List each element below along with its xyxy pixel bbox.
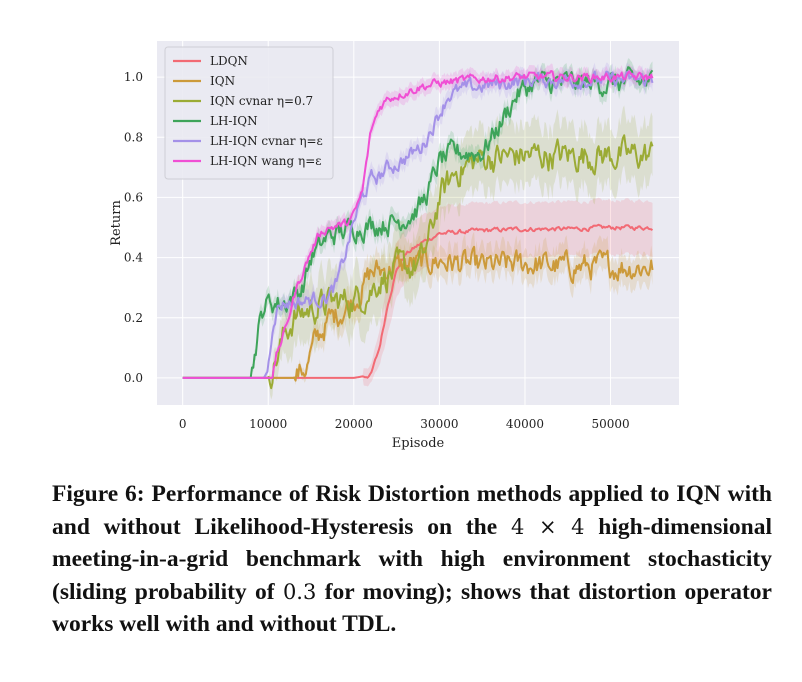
figure-caption: Figure 6: Performance of Risk Distortion… — [52, 478, 772, 641]
x-tick-label: 50000 — [591, 417, 629, 431]
legend-label-1: IQN — [210, 74, 235, 88]
figure-chart: 0 10000 20000 30000 40000 50000 0.0 0.2 0.4 0.6 0… — [109, 41, 679, 451]
y-tick-labels: 0.0 0.2 0.4 0.6 0.8 1.0 — [124, 70, 143, 385]
x-tick-label: 40000 — [506, 417, 544, 431]
legend-label-4: LH-IQN cvnar η=ε — [210, 134, 323, 148]
x-tick-label: 30000 — [420, 417, 458, 431]
y-tick-label: 0.0 — [124, 371, 143, 385]
caption-math-sliding-probability: 0.3 — [282, 579, 317, 604]
legend-label-0: LDQN — [210, 54, 248, 68]
y-tick-label: 0.2 — [124, 311, 143, 325]
x-tick-label: 10000 — [249, 417, 287, 431]
band-4 — [182, 62, 653, 380]
band-3 — [182, 58, 653, 378]
series-lines — [182, 66, 654, 390]
legend: LDQN IQN IQN cvnar η=0.7 LH-IQN LH-IQN cvnar… — [164, 46, 334, 180]
x-tick-labels: 0 10000 20000 30000 40000 50000 — [179, 417, 630, 431]
x-axis-label: Episode — [392, 436, 445, 451]
caption-text-1: Figure 6: Performance of Risk Distortion… — [52, 481, 772, 540]
band-0 — [182, 197, 653, 387]
legend-label-3: LH-IQN — [210, 114, 258, 128]
caption-text-3: for moving); shows that distortion opera… — [52, 578, 772, 638]
y-tick-label: 1.0 — [124, 70, 143, 84]
caption-text-2: high-dimensional meeting-in-a-grid bench… — [52, 513, 772, 605]
x-tick-label: 0 — [179, 417, 187, 431]
x-tick-label: 20000 — [335, 417, 373, 431]
y-tick-label: 0.6 — [124, 190, 143, 204]
legend-label-2: IQN cvnar η=0.7 — [210, 94, 313, 108]
series-line-5 — [182, 70, 654, 379]
y-tick-label: 0.4 — [124, 251, 143, 265]
legend-box — [164, 46, 334, 180]
caption-math-grid-size: 4 × 4 — [510, 514, 585, 539]
y-tick-label: 0.8 — [124, 130, 143, 144]
y-axis-label: Return — [109, 200, 124, 246]
chart-svg: 0 10000 20000 30000 40000 50000 0.00.20.40.60… — [109, 41, 679, 451]
legend-label-5: LH-IQN wang η=ε — [210, 154, 322, 168]
